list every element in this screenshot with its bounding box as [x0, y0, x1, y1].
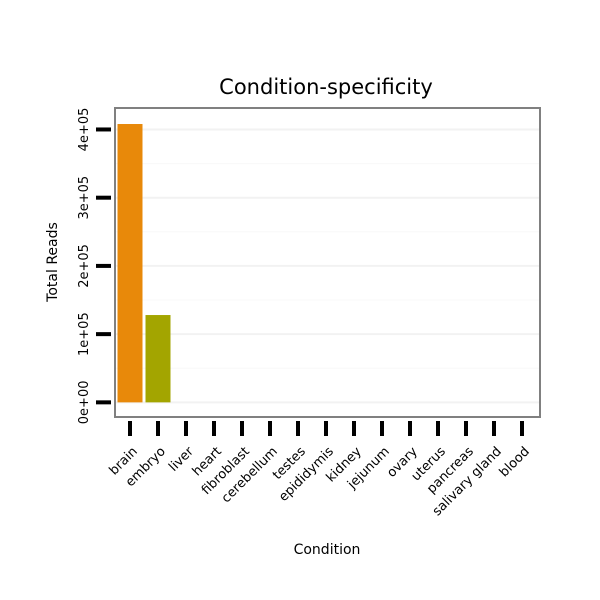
bar-embryo: [145, 315, 171, 403]
x-tick-label: blood: [497, 444, 533, 480]
bars: [117, 124, 171, 403]
y-tick-label: 2e+05: [77, 244, 92, 288]
y-axis: 0e+00 1e+05 2e+05 3e+05 4e+05: [77, 108, 111, 424]
y-tick-label: 3e+05: [77, 176, 92, 220]
bar-brain: [117, 124, 143, 403]
x-axis: brainembryoliverheartfibroblastcerebellu…: [107, 421, 533, 519]
gridlines: [116, 128, 539, 404]
y-tick-label: 0e+00: [77, 380, 92, 424]
y-tick-label: 1e+05: [77, 312, 92, 356]
x-axis-label: Condition: [294, 542, 361, 558]
chart-title: Condition-specificity: [219, 75, 433, 99]
plot-panel: [114, 107, 541, 418]
y-axis-label: Total Reads: [45, 222, 61, 303]
y-tick-label: 4e+05: [77, 108, 92, 152]
